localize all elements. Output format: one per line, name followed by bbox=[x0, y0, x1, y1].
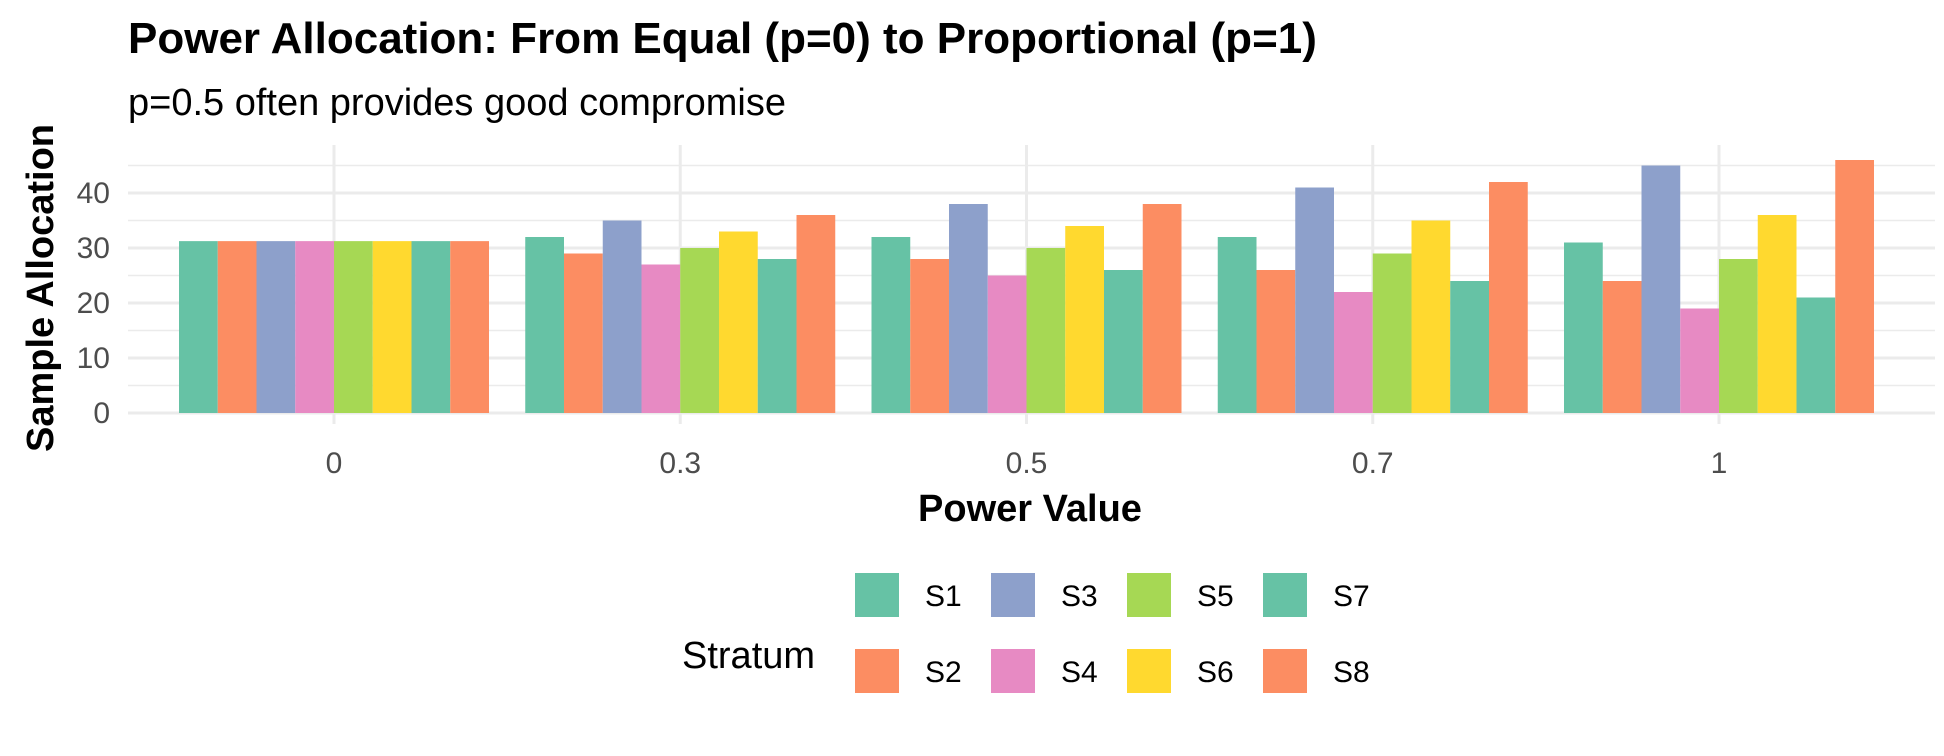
bar-S7-0 bbox=[411, 241, 451, 413]
bar-S1-0.7 bbox=[1217, 237, 1257, 413]
bar-S7-1 bbox=[1796, 297, 1836, 413]
bar-S8-0 bbox=[450, 241, 489, 413]
legend-label-S3: S3 bbox=[1061, 580, 1098, 613]
legend-label-S5: S5 bbox=[1197, 580, 1234, 613]
bar-S7-0.5 bbox=[1104, 270, 1143, 413]
bar-S8-0.5 bbox=[1142, 204, 1182, 413]
chart-title: Power Allocation: From Equal (p=0) to Pr… bbox=[128, 14, 1317, 63]
legend-label-S7: S7 bbox=[1333, 580, 1370, 613]
axes: Power Value Sample Allocation 0102030400… bbox=[20, 124, 1727, 530]
bar-S2-0.7 bbox=[1256, 270, 1296, 413]
bar-S1-0.5 bbox=[871, 237, 911, 413]
bar-S3-0 bbox=[256, 241, 296, 413]
legend: S1 S2 S3 S4 S5 S6 S7 S8 bbox=[855, 573, 1370, 693]
bar-S3-0.7 bbox=[1295, 187, 1334, 413]
bar-S1-1 bbox=[1564, 242, 1603, 413]
bar-S6-0.7 bbox=[1411, 220, 1451, 413]
x-axis-label: Power Value bbox=[918, 488, 1142, 530]
bar-S2-1 bbox=[1602, 281, 1642, 413]
x-tick-label: 0.3 bbox=[659, 447, 701, 480]
bar-S6-1 bbox=[1757, 215, 1797, 413]
y-tick-label: 30 bbox=[77, 232, 110, 265]
bar-S4-1 bbox=[1680, 308, 1719, 413]
bar-S5-0.5 bbox=[1026, 248, 1066, 413]
bar-S5-0.7 bbox=[1372, 253, 1412, 413]
legend-key-S5 bbox=[1127, 573, 1171, 617]
bar-S6-0 bbox=[372, 241, 412, 413]
bar-S3-1 bbox=[1641, 165, 1681, 413]
x-tick-label: 0.5 bbox=[1006, 447, 1048, 480]
legend-key-S4 bbox=[991, 649, 1035, 693]
chart-subtitle: p=0.5 often provides good compromise bbox=[128, 82, 787, 124]
legend-key-S3 bbox=[991, 573, 1035, 617]
bars bbox=[179, 160, 1874, 413]
legend-label-S1: S1 bbox=[925, 580, 962, 613]
bar-S5-0 bbox=[334, 241, 373, 413]
bar-S8-1 bbox=[1835, 160, 1874, 413]
bar-S5-1 bbox=[1719, 259, 1758, 413]
bar-S4-0 bbox=[295, 241, 334, 413]
legend-label-S6: S6 bbox=[1197, 656, 1234, 689]
legend-key-S7 bbox=[1263, 573, 1307, 617]
y-tick-label: 0 bbox=[93, 397, 110, 430]
bar-S6-0.3 bbox=[719, 231, 758, 413]
legend-key-S8 bbox=[1263, 649, 1307, 693]
bar-S1-0.3 bbox=[525, 237, 564, 413]
bar-S3-0.3 bbox=[602, 220, 642, 413]
bar-S8-0.3 bbox=[796, 215, 836, 413]
bar-S4-0.5 bbox=[987, 275, 1027, 413]
x-tick-label: 0 bbox=[326, 447, 343, 480]
bar-S7-0.7 bbox=[1450, 281, 1489, 413]
bar-S5-0.3 bbox=[680, 248, 719, 413]
legend-key-S1 bbox=[855, 573, 899, 617]
legend-key-S2 bbox=[855, 649, 899, 693]
bar-S2-0.5 bbox=[910, 259, 949, 413]
bar-S2-0 bbox=[217, 241, 257, 413]
bar-S6-0.5 bbox=[1065, 226, 1104, 413]
y-tick-label: 10 bbox=[77, 342, 110, 375]
x-tick-label: 1 bbox=[1711, 447, 1728, 480]
bar-S3-0.5 bbox=[949, 204, 988, 413]
y-tick-label: 20 bbox=[77, 287, 110, 320]
legend-label-S8: S8 bbox=[1333, 656, 1370, 689]
bar-S4-0.7 bbox=[1334, 292, 1373, 413]
bar-S4-0.3 bbox=[641, 264, 681, 413]
y-axis-label: Sample Allocation bbox=[20, 124, 62, 452]
legend-title: Stratum bbox=[682, 635, 816, 677]
bar-S7-0.3 bbox=[757, 259, 797, 413]
bar-S1-0 bbox=[179, 241, 218, 413]
legend-label-S4: S4 bbox=[1061, 656, 1098, 689]
legend-label-S2: S2 bbox=[925, 656, 962, 689]
bar-S8-0.7 bbox=[1489, 182, 1528, 413]
x-tick-label: 0.7 bbox=[1352, 447, 1394, 480]
legend-key-S6 bbox=[1127, 649, 1171, 693]
bar-S2-0.3 bbox=[564, 253, 603, 413]
y-tick-label: 40 bbox=[77, 177, 110, 210]
